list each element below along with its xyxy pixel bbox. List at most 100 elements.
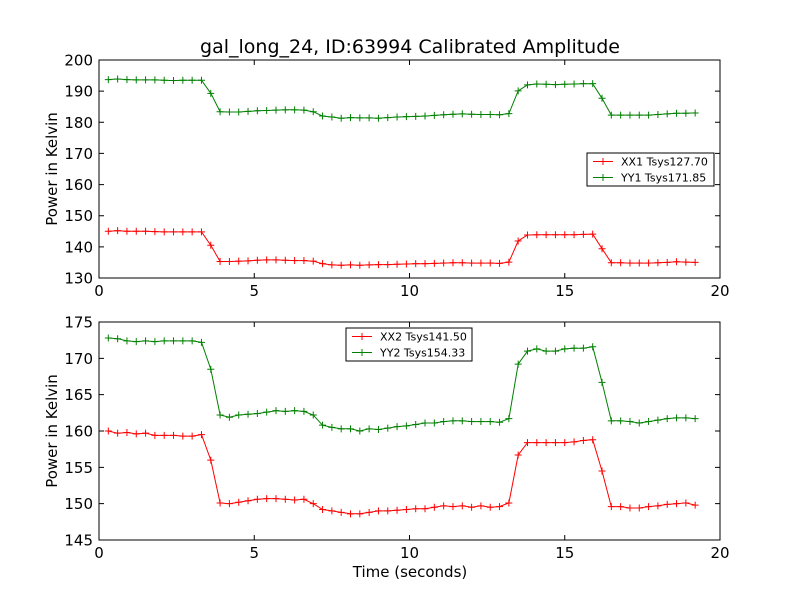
top-series-yy1-marker bbox=[673, 109, 681, 117]
bottom-x-tick-label: 15 bbox=[555, 544, 574, 562]
top-y-tick-label: 180 bbox=[64, 114, 93, 132]
top-series-yy1-marker bbox=[179, 76, 187, 84]
bottom-series-yy2-marker bbox=[384, 424, 392, 432]
top-series-xx1-marker bbox=[598, 245, 606, 253]
bottom-series-xx2-marker bbox=[589, 436, 597, 444]
top-series-xx1-marker bbox=[253, 256, 261, 264]
top-series-xx1-marker bbox=[663, 258, 671, 266]
bottom-y-tick-label: 160 bbox=[64, 423, 93, 441]
top-series-yy1-marker bbox=[533, 80, 541, 88]
bottom-series-yy2-marker bbox=[598, 378, 606, 386]
bottom-series-xx2-marker bbox=[626, 504, 634, 512]
bottom-x-tick-label: 20 bbox=[710, 544, 729, 562]
bottom-series-xx2-marker bbox=[430, 503, 438, 511]
bottom-series-yy2-marker bbox=[691, 415, 699, 423]
top-series-xx1-marker bbox=[458, 259, 466, 267]
bottom-series-yy2-marker bbox=[300, 407, 308, 415]
top-series-xx1-marker bbox=[523, 231, 531, 239]
top-series-yy1-marker bbox=[496, 111, 504, 119]
top-series-yy1-marker bbox=[104, 76, 112, 84]
top-series-yy1-marker bbox=[579, 80, 587, 88]
bottom-series-yy2-marker bbox=[393, 423, 401, 431]
bottom-series-yy2-marker bbox=[654, 416, 662, 424]
top-series-xx1-marker bbox=[654, 259, 662, 267]
bottom-y-tick-label: 155 bbox=[64, 459, 93, 477]
top-y-tick-label: 190 bbox=[64, 83, 93, 101]
bottom-series-yy2-marker bbox=[402, 422, 410, 430]
bottom-series-yy2-marker bbox=[179, 337, 187, 345]
top-series-xx1-marker bbox=[449, 259, 457, 267]
top-series-xx1-marker bbox=[402, 260, 410, 268]
top-series-yy1-marker bbox=[216, 108, 224, 116]
bottom-series-xx2-marker bbox=[123, 428, 131, 436]
top-series-yy1-marker bbox=[402, 113, 410, 121]
bottom-series-yy2-marker bbox=[430, 419, 438, 427]
top-series-yy1-marker bbox=[114, 75, 122, 83]
top-series-yy1-marker bbox=[691, 109, 699, 117]
bottom-x-tick-label: 5 bbox=[249, 544, 259, 562]
top-series-yy1-marker bbox=[263, 106, 271, 114]
bottom-x-tick-label: 0 bbox=[94, 544, 104, 562]
bottom-series-yy2-marker bbox=[337, 425, 345, 433]
bottom-series-xx2-marker bbox=[300, 495, 308, 503]
bottom-series-xx2-marker bbox=[356, 510, 364, 518]
top-series-xx1-marker bbox=[281, 256, 289, 264]
bottom-series-xx2-marker bbox=[663, 500, 671, 508]
top-series-xx1-marker bbox=[589, 230, 597, 238]
bottom-series-xx2-marker bbox=[104, 427, 112, 435]
top-series-yy1-marker bbox=[645, 111, 653, 119]
top-y-axis-label: Power in Kelvin bbox=[43, 112, 61, 226]
top-series-yy1-line bbox=[108, 78, 696, 119]
top-series-yy1-marker bbox=[281, 106, 289, 114]
top-series-yy1-marker bbox=[365, 114, 373, 122]
bottom-series-yy2-marker bbox=[468, 418, 476, 426]
top-series-yy1-marker bbox=[505, 110, 513, 118]
top-series-xx1-marker bbox=[673, 258, 681, 266]
bottom-series-xx2-marker bbox=[374, 507, 382, 515]
bottom-legend-xx2-marker bbox=[358, 333, 366, 340]
bottom-series-yy2-marker bbox=[235, 411, 243, 419]
top-series-yy1-marker bbox=[663, 110, 671, 118]
top-series-yy1-marker bbox=[272, 106, 280, 114]
bottom-series-yy2-marker bbox=[319, 421, 327, 429]
top-series-xx1-marker bbox=[356, 261, 364, 269]
bottom-y-tick-label: 165 bbox=[64, 386, 93, 404]
bottom-y-tick-label: 170 bbox=[64, 350, 93, 368]
top-series-xx1-marker bbox=[151, 228, 159, 236]
bottom-series-xx2-marker bbox=[533, 439, 541, 447]
top-series-yy1-marker bbox=[561, 80, 569, 88]
top-series-xx1-marker bbox=[561, 231, 569, 239]
bottom-series-yy2-marker bbox=[477, 418, 485, 426]
top-series-xx1-marker bbox=[272, 256, 280, 264]
top-series-xx1-marker bbox=[514, 237, 522, 245]
bottom-y-tick-label: 150 bbox=[64, 495, 93, 513]
top-series-xx1-marker bbox=[626, 259, 634, 267]
bottom-series-xx2-marker bbox=[514, 451, 522, 459]
top-series-xx1-marker bbox=[132, 227, 140, 235]
top-series-xx1-marker bbox=[645, 259, 653, 267]
top-series-yy1-marker bbox=[542, 80, 550, 88]
bottom-series-xx2-marker bbox=[188, 432, 196, 440]
top-legend-yy1-label: YY1 Tsys171.85 bbox=[620, 172, 706, 185]
bottom-series-xx2-marker bbox=[347, 510, 355, 518]
bottom-series-xx2-line bbox=[108, 430, 696, 515]
bottom-series-yy2-marker bbox=[579, 344, 587, 352]
bottom-x-tick-label: 10 bbox=[400, 544, 419, 562]
top-series-xx1-marker bbox=[505, 258, 513, 266]
bottom-series-xx2-marker bbox=[170, 431, 178, 439]
bottom-series-yy2-marker bbox=[533, 345, 541, 353]
top-series-yy1-marker bbox=[347, 114, 355, 122]
bottom-series-yy2-marker bbox=[412, 420, 420, 428]
bottom-series-xx2-marker bbox=[263, 495, 271, 503]
top-series-xx1-marker bbox=[123, 227, 131, 235]
bottom-series-yy2-line bbox=[108, 337, 696, 432]
bottom-series-yy2-marker bbox=[589, 343, 597, 351]
top-series-xx1-marker bbox=[365, 261, 373, 269]
bottom-series-xx2-marker bbox=[393, 506, 401, 514]
bottom-series-xx2-marker bbox=[486, 503, 494, 511]
bottom-series-yy2-marker bbox=[682, 414, 690, 422]
top-series-xx1-marker bbox=[486, 259, 494, 267]
top-x-tick-label: 0 bbox=[94, 282, 104, 300]
top-series-xx1-marker bbox=[179, 228, 187, 236]
